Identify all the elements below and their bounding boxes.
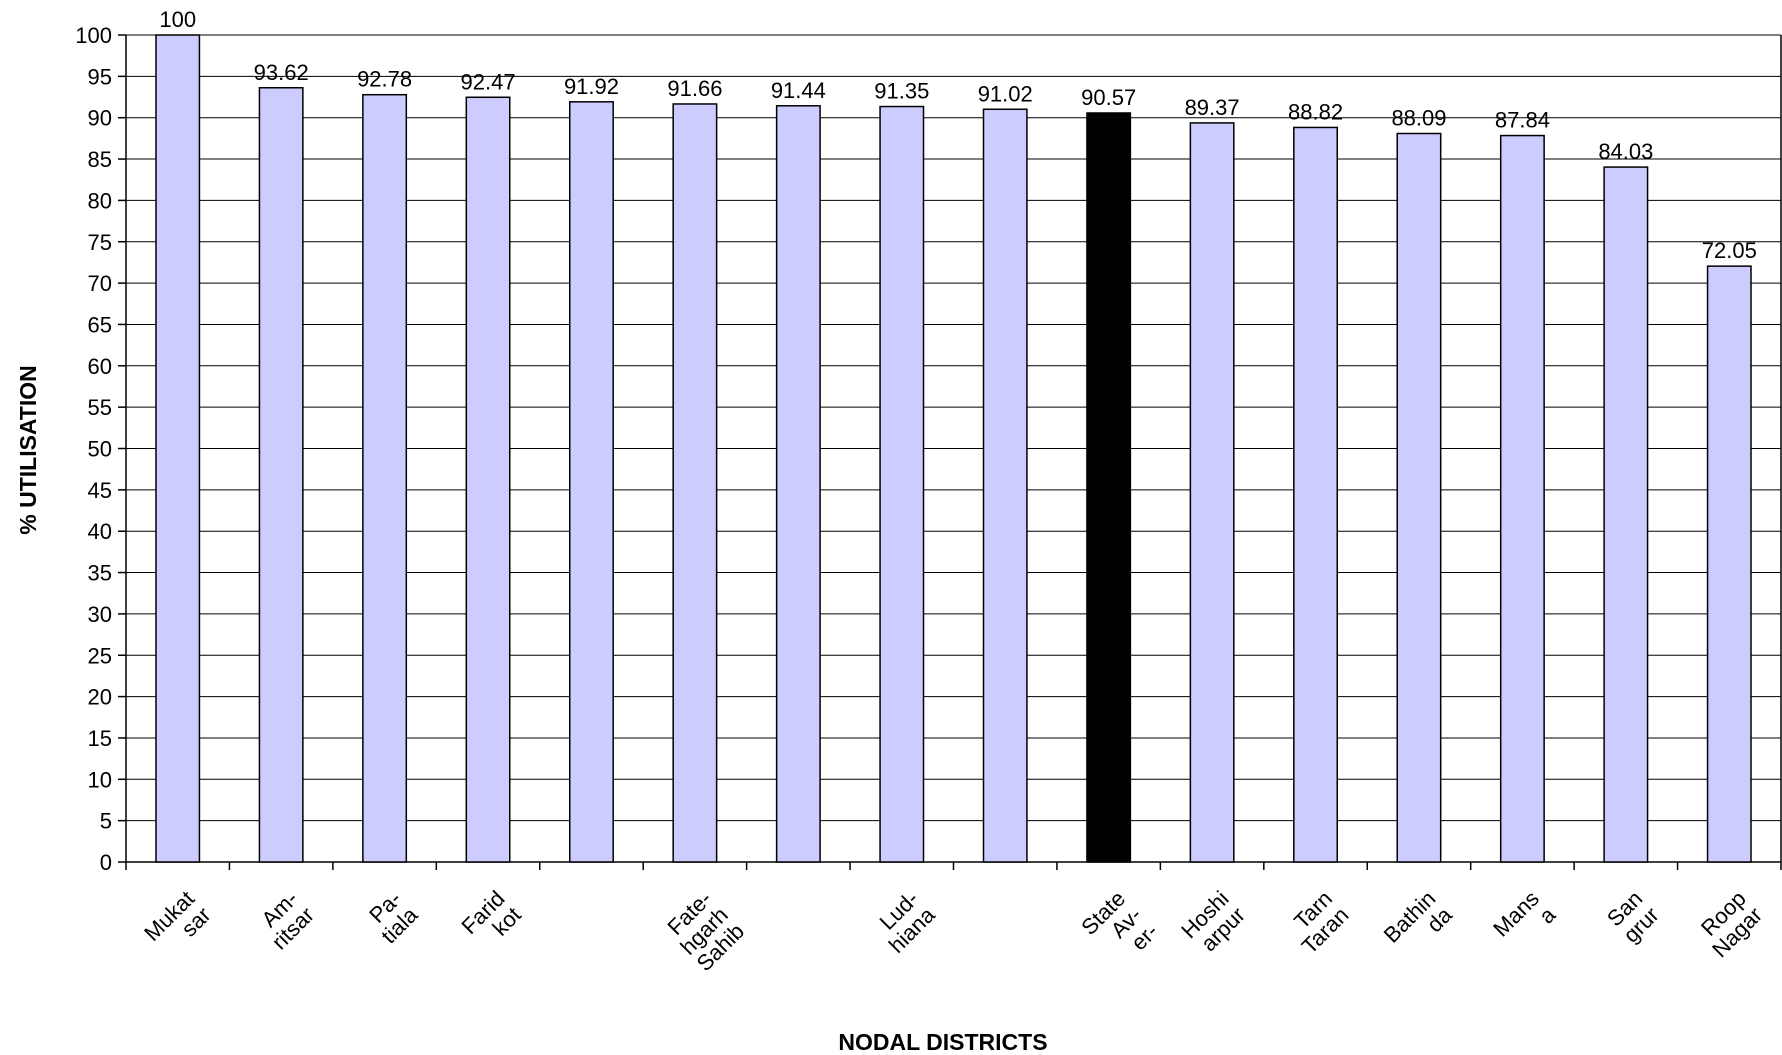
x-tick-label: TarnTaran [1280,886,1353,959]
x-tick-label: Mukatsar [139,886,215,962]
y-tick-label: 50 [88,437,112,462]
y-tick-label: 45 [88,478,112,503]
data-label: 91.35 [874,79,929,104]
data-label: 90.57 [1081,85,1136,110]
data-label: 91.44 [771,78,826,103]
y-tick-label: 75 [88,230,112,255]
x-tick-label: Sangrur [1602,886,1664,948]
x-tick-label: Am-ritsar [250,886,319,955]
x-tick-label: RoopNagar [1691,886,1767,962]
data-label: 72.05 [1702,238,1757,263]
y-tick-label: 5 [100,809,112,834]
y-tick-label: 55 [88,395,112,420]
y-axis-title: % UTILISATION [15,365,41,535]
bar [879,105,925,863]
bar [155,34,201,863]
x-tick-label: Bathinda [1379,885,1458,964]
y-tick-label: 35 [88,561,112,586]
y-tick-label: 15 [88,726,112,751]
y-tick-label: 70 [88,271,112,296]
bar [258,87,304,863]
data-label: 91.02 [978,81,1033,106]
bar [1086,112,1132,863]
y-tick-label: 80 [88,188,112,213]
y-tick-label: 60 [88,354,112,379]
y-tick-label: 40 [88,519,112,544]
y-tick-label: 0 [100,850,112,875]
x-tick-label: StateAv-er- [1076,886,1163,973]
x-tick-label: Fate-hgarhSahib [659,886,749,976]
bar [362,93,408,863]
bar [1293,126,1339,863]
data-label: 92.78 [357,67,412,92]
y-tick-label: 25 [88,643,112,668]
data-label: 91.66 [667,76,722,101]
y-tick-label: 95 [88,64,112,89]
bar [1396,132,1442,863]
data-label: 89.37 [1185,95,1240,120]
bar [1706,265,1752,863]
bar [1603,166,1649,863]
bar [672,103,718,863]
x-tick-label: Hoshiarpur [1176,886,1250,960]
y-tick-label: 100 [75,23,112,48]
data-label: 92.47 [461,69,516,94]
x-tick-label: Mansa [1488,885,1561,958]
x-tick-label: Lud-hiana [868,885,941,958]
data-label: 88.09 [1391,105,1446,130]
x-axis-title: NODAL DISTRICTS [838,1029,1047,1055]
data-label: 84.03 [1598,139,1653,164]
x-tick-label: Pa-tiala [360,885,423,948]
y-tick-label: 30 [88,602,112,627]
y-tick-label: 90 [88,106,112,131]
y-tick-label: 20 [88,685,112,710]
data-label: 93.62 [254,60,309,85]
bar [982,108,1028,863]
data-label: 87.84 [1495,108,1550,133]
y-tick-label: 85 [88,147,112,172]
bar [568,101,614,863]
bar [1499,134,1545,863]
data-label: 91.92 [564,74,619,99]
data-label: 100 [159,7,196,32]
bar [1189,122,1235,863]
y-tick-label: 10 [88,767,112,792]
bar [775,105,821,863]
bar [465,96,511,863]
data-label: 88.82 [1288,99,1343,124]
y-tick-label: 65 [88,312,112,337]
x-tick-label-line: a [1534,902,1561,929]
x-tick-label: Faridkot [456,886,525,955]
